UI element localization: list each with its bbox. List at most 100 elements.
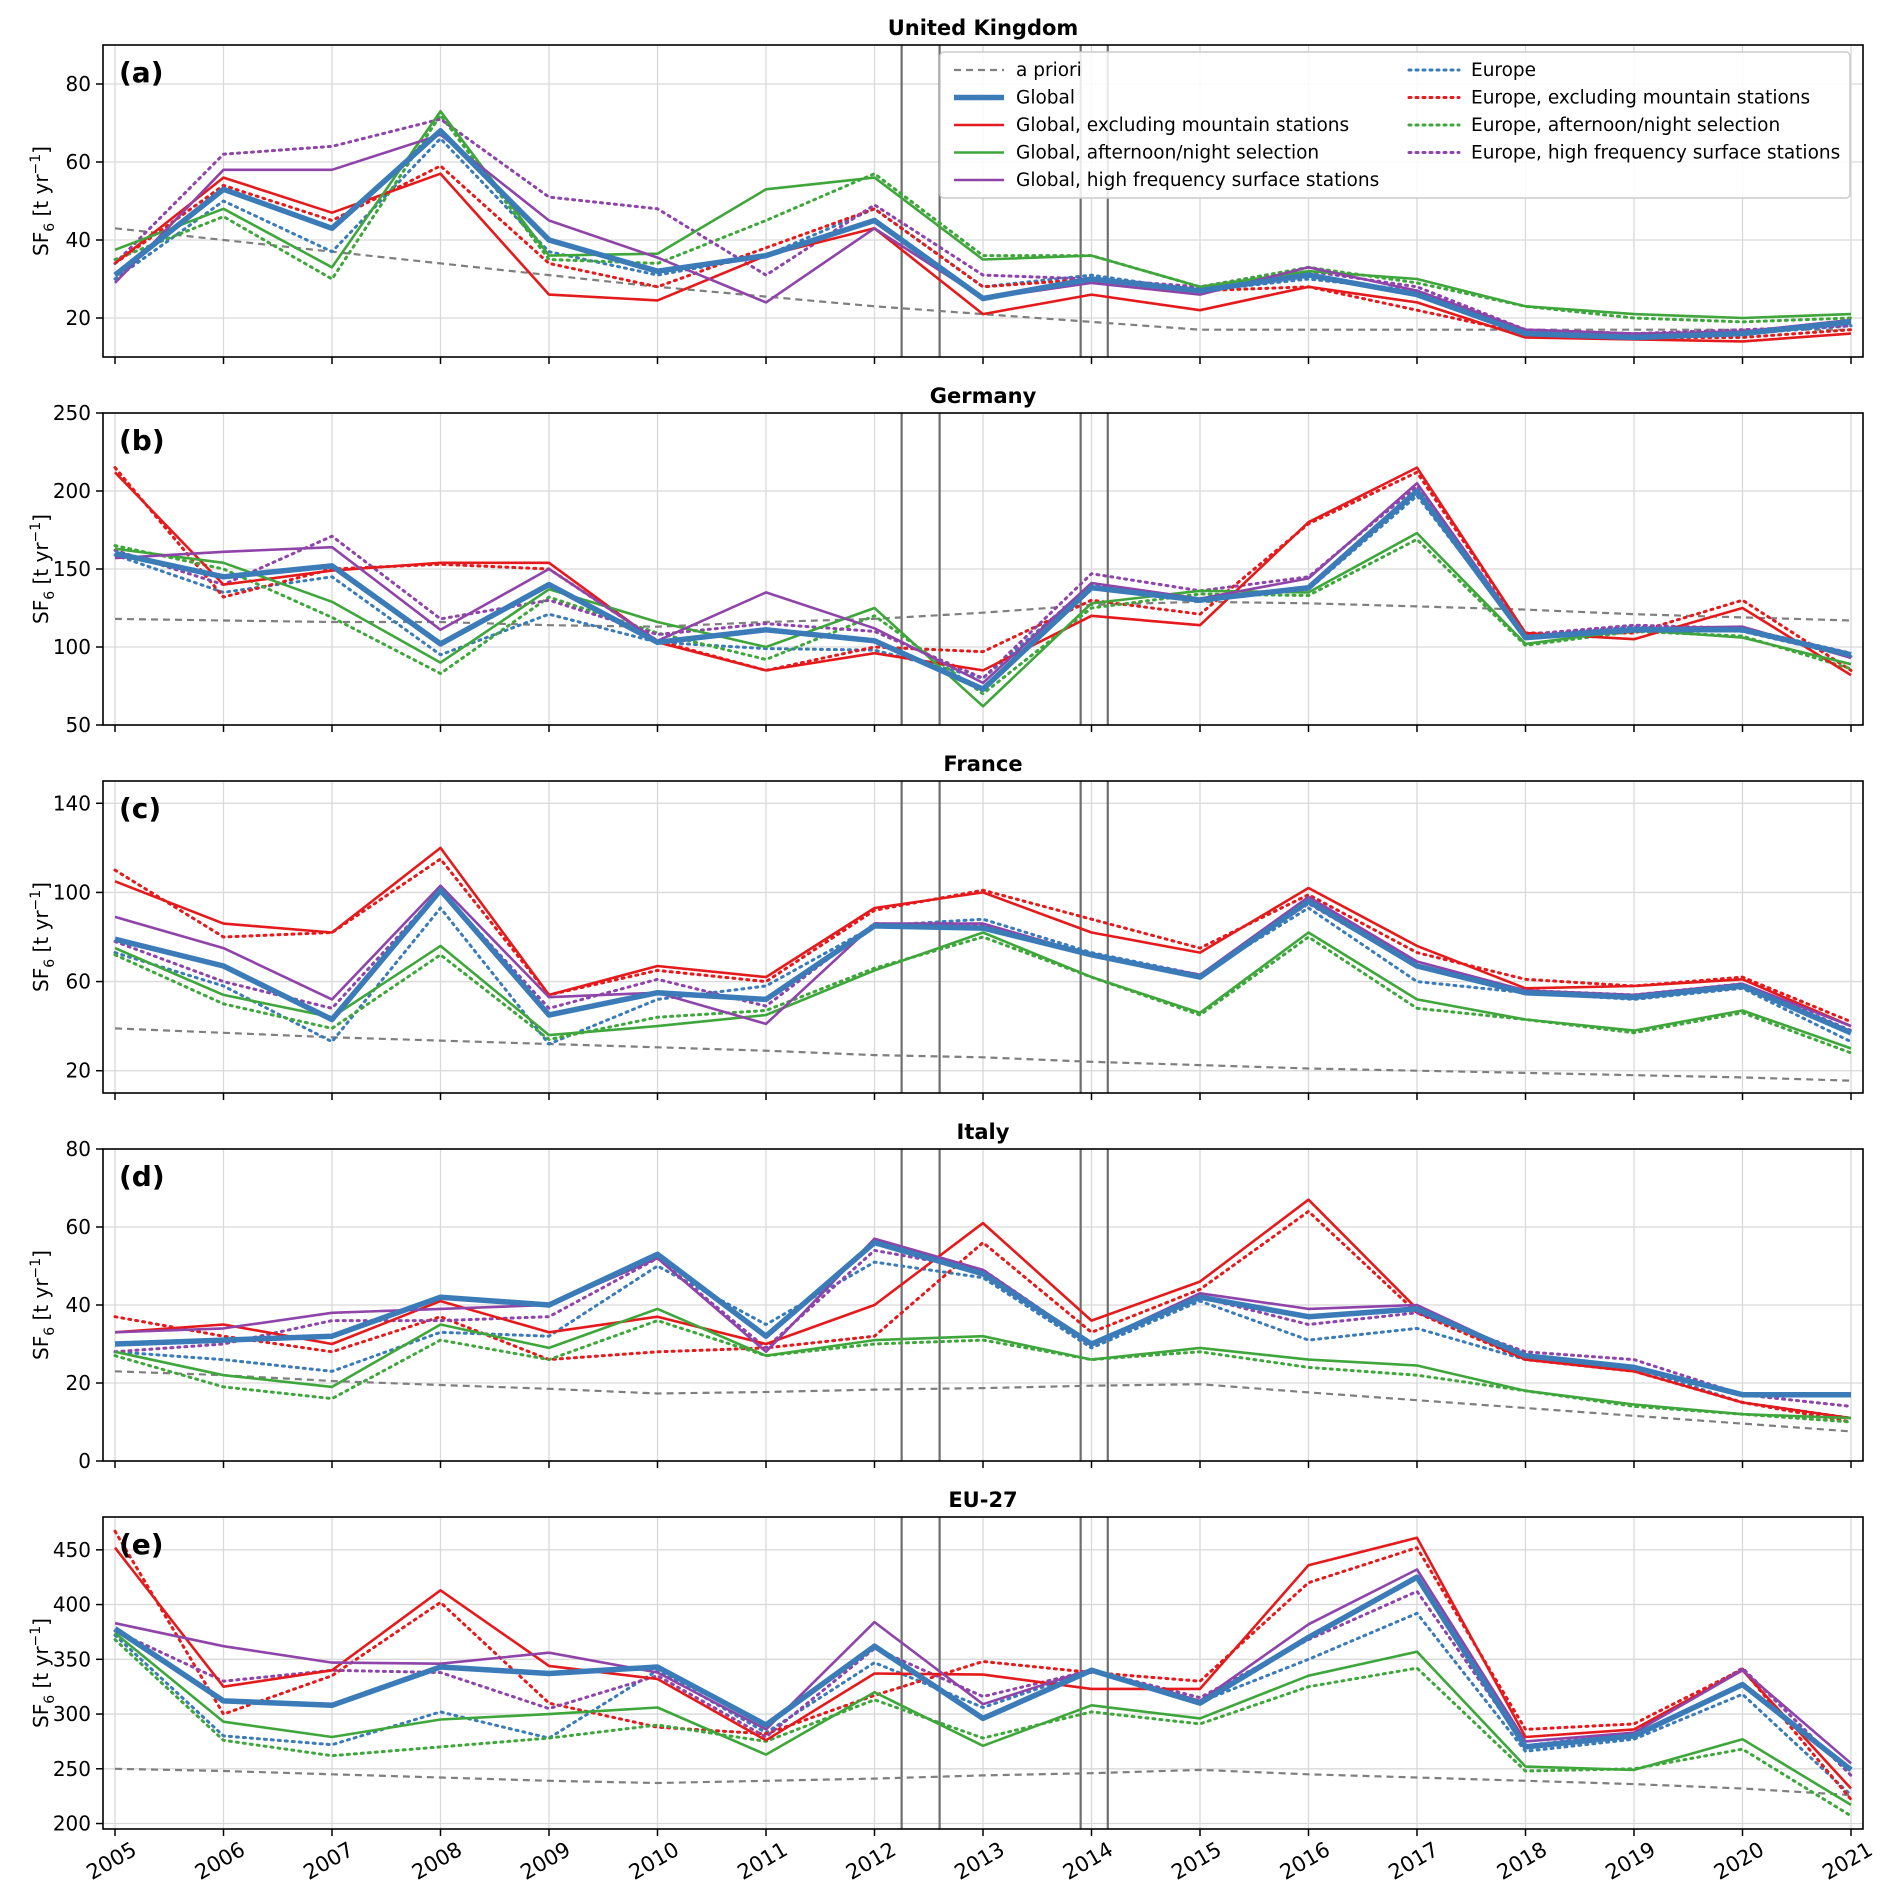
panel-title: United Kingdom	[888, 16, 1079, 40]
y-axis-label-part: SF	[29, 1336, 53, 1360]
series-line-global	[114, 1239, 1851, 1398]
legend: a priori Global Global, excluding mountain…	[939, 51, 1851, 199]
x-tick-label: 2020	[1710, 1837, 1768, 1885]
legend-label: Europe	[1471, 60, 1536, 81]
x-tick-label: 2019	[1601, 1837, 1659, 1885]
x-tick-label: 2006	[191, 1837, 249, 1885]
y-tick-label: 100	[53, 635, 91, 659]
series-line-global-mountain	[114, 172, 1852, 343]
panel-letter: (e)	[119, 1528, 164, 1561]
legend-label: Global, excluding mountain stations	[1016, 115, 1349, 136]
panel-c: 20 60 100 140 France (c) SF6 [t yr−1]	[28, 752, 1864, 1100]
y-axis-label-part: −1	[28, 154, 44, 175]
legend-label: Europe, excluding mountain stations	[1471, 88, 1810, 109]
y-tick-label: 350	[53, 1647, 91, 1671]
series-line-apriori	[114, 600, 1852, 628]
y-axis-label-part: [t yr	[29, 542, 53, 591]
y-axis-label-part: SF	[29, 968, 53, 992]
y-axis-label-part: [t yr	[29, 1278, 53, 1327]
y-tick-label: 400	[53, 1593, 91, 1617]
y-axis-label-part: −1	[28, 890, 44, 911]
x-tick-label: 2009	[516, 1837, 574, 1885]
y-tick-label: 40	[66, 1293, 91, 1317]
x-tick-label: 2011	[733, 1837, 791, 1885]
panel-title: EU-27	[948, 1488, 1017, 1512]
series-line-europe-mountain	[113, 857, 1853, 1024]
y-tick-label: 20	[66, 1371, 91, 1395]
y-axis-label-part: 6	[42, 1695, 58, 1704]
series-line-europe-afternoon	[113, 1638, 1853, 1818]
legend-label: Global, afternoon/night selection	[1016, 143, 1319, 164]
y-tick-label: 200	[53, 479, 91, 503]
series-line-europe-afternoon	[113, 935, 1853, 1055]
panel-title: Germany	[930, 384, 1037, 408]
x-tick-label: 2018	[1493, 1837, 1551, 1885]
y-tick-label: 80	[66, 1137, 91, 1161]
y-axis-label-part: ]	[29, 1250, 53, 1258]
y-axis-label-part: [t yr	[29, 910, 53, 959]
y-axis-label: SF6 [t yr−1]	[28, 146, 58, 256]
series-line-global-afternoon	[114, 1307, 1852, 1420]
y-tick-label: 140	[53, 791, 91, 815]
y-axis-label-part: −1	[28, 522, 44, 543]
legend-label: Europe, afternoon/night selection	[1471, 115, 1780, 136]
series-line-global-highfreq	[114, 1568, 1852, 1765]
x-tick-label: 2021	[1818, 1837, 1876, 1885]
y-tick-label: 0	[78, 1449, 91, 1473]
y-tick-label: 150	[53, 557, 91, 581]
y-axis-label: SF6 [t yr−1]	[28, 514, 58, 624]
series-line-apriori	[114, 1767, 1852, 1797]
panel-letter: (c)	[119, 792, 161, 825]
x-tick-label: 2013	[950, 1837, 1008, 1885]
legend-label: Europe, high frequency surface stations	[1471, 143, 1840, 164]
series-line-europe-mountain	[113, 1209, 1853, 1424]
y-axis-label-part: [t yr	[29, 1646, 53, 1695]
y-axis-label-part: ]	[29, 146, 53, 154]
y-tick-label: 60	[66, 150, 91, 174]
y-tick-label: 40	[66, 228, 91, 252]
panel-e: 200 250 300 350 400 450 2005 2006 2007 2008 2009 20…	[28, 1488, 1877, 1885]
series-line-europe	[113, 1611, 1853, 1797]
x-tick-label: 2007	[299, 1837, 357, 1885]
series-line-europe-highfreq	[113, 484, 1853, 680]
legend-label: Global, high frequency surface stations	[1016, 170, 1379, 191]
y-tick-label: 20	[66, 306, 91, 330]
panel-d: 0 20 40 60 80 Italy (d) SF6 [t yr−1]	[28, 1120, 1864, 1473]
y-tick-label: 200	[53, 1812, 91, 1836]
y-tick-label: 300	[53, 1702, 91, 1726]
y-axis-label-part: −1	[28, 1626, 44, 1647]
series-line-global	[113, 128, 1852, 341]
series-line-global-afternoon	[114, 931, 1852, 1050]
y-tick-label: 50	[66, 713, 91, 737]
y-axis-label-part: 6	[42, 223, 58, 232]
x-tick-label: 2016	[1276, 1837, 1334, 1885]
series-line-europe-afternoon	[113, 537, 1853, 696]
panel-title: Italy	[957, 1120, 1010, 1144]
y-axis-label-part: −1	[28, 1258, 44, 1279]
y-axis-label-part: SF	[29, 1704, 53, 1728]
y-tick-label: 250	[53, 401, 91, 425]
x-tick-label: 2015	[1167, 1837, 1225, 1885]
y-axis-label-part: ]	[29, 1618, 53, 1626]
x-tick-label: 2017	[1384, 1837, 1442, 1885]
y-tick-label: 250	[53, 1757, 91, 1781]
series-line-global	[114, 488, 1852, 692]
y-tick-label: 100	[53, 880, 91, 904]
x-tick-label: 2008	[408, 1837, 466, 1885]
y-axis-label-part: 6	[42, 591, 58, 600]
y-axis-label-part: ]	[29, 514, 53, 522]
series-line-global-afternoon	[114, 531, 1852, 708]
series-line-apriori	[114, 227, 1851, 331]
series-line-global	[113, 1574, 1853, 1773]
x-tick-label: 2012	[842, 1837, 900, 1885]
panel-a: 20 40 60 80 United Kingdom (a) SF6 [t yr−1]	[28, 16, 1864, 364]
x-tick-label: 2010	[625, 1837, 683, 1885]
y-tick-label: 20	[66, 1059, 91, 1083]
y-tick-label: 60	[66, 970, 91, 994]
grid	[103, 1517, 1863, 1829]
series-line-global	[114, 887, 1853, 1036]
series-line-europe-mountain	[113, 1529, 1853, 1801]
y-axis-label-part: ]	[29, 882, 53, 890]
series-line-apriori	[114, 1370, 1852, 1433]
